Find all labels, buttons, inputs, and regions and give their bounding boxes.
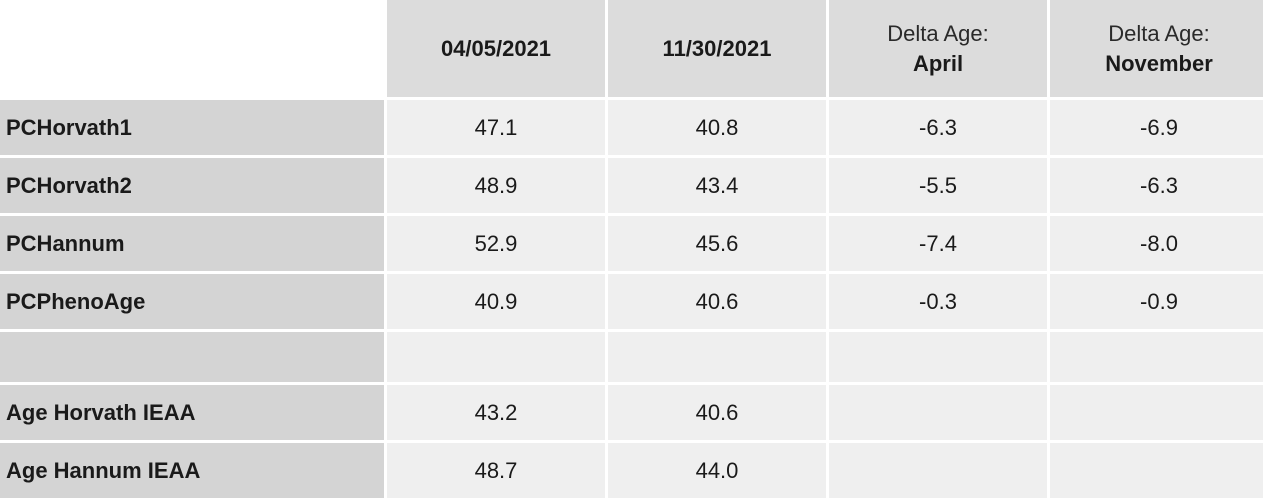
column-header-line1: 11/30/2021 [662, 35, 772, 61]
column-header-line1: Delta Age: [1108, 20, 1210, 46]
row-label: Age Horvath IEAA [0, 385, 384, 440]
table-cell: 40.8 [608, 100, 826, 155]
table-cell: 43.2 [387, 385, 605, 440]
table-cell: 40.6 [608, 274, 826, 329]
row-label: PCHorvath1 [0, 100, 384, 155]
table-cell: 43.4 [608, 158, 826, 213]
table-cell-empty [829, 385, 1047, 440]
table-cell-empty [829, 443, 1047, 498]
row-label: Age Hannum IEAA [0, 443, 384, 498]
table-cell: 48.9 [387, 158, 605, 213]
column-header-line1: Delta Age: [887, 20, 989, 46]
table-cell: -7.4 [829, 216, 1047, 271]
table-cell: -0.3 [829, 274, 1047, 329]
row-label-empty [0, 332, 384, 382]
table-cell: 48.7 [387, 443, 605, 498]
table-cell: 44.0 [608, 443, 826, 498]
table-cell: 45.6 [608, 216, 826, 271]
table-cell: 40.6 [608, 385, 826, 440]
table-cell-empty [387, 332, 605, 382]
table-cell: -8.0 [1050, 216, 1263, 271]
row-label: PCPhenoAge [0, 274, 384, 329]
table-cell-empty [1050, 332, 1263, 382]
column-header-date-april: 04/05/2021 [387, 0, 605, 97]
table-cell: 40.9 [387, 274, 605, 329]
table-cell-empty [1050, 443, 1263, 498]
column-header-line2: November [1105, 50, 1213, 76]
column-header-date-november: 11/30/2021 [608, 0, 826, 97]
table-cell-empty [829, 332, 1047, 382]
column-header-line1: 04/05/2021 [440, 35, 552, 61]
table-cell: -0.9 [1050, 274, 1263, 329]
row-label: PCHannum [0, 216, 384, 271]
column-header-line2: April [912, 50, 964, 76]
table-cell: 47.1 [387, 100, 605, 155]
table-cell: 52.9 [387, 216, 605, 271]
table-cell-empty [1050, 385, 1263, 440]
row-label: PCHorvath2 [0, 158, 384, 213]
column-header-delta-april: Delta Age: April [829, 0, 1047, 97]
column-header-delta-november: Delta Age: November [1050, 0, 1263, 97]
table-cell: -5.5 [829, 158, 1047, 213]
table-cell-empty [608, 332, 826, 382]
header-corner [0, 0, 384, 97]
table-cell: -6.3 [829, 100, 1047, 155]
table-cell: -6.9 [1050, 100, 1263, 155]
table-cell: -6.3 [1050, 158, 1263, 213]
